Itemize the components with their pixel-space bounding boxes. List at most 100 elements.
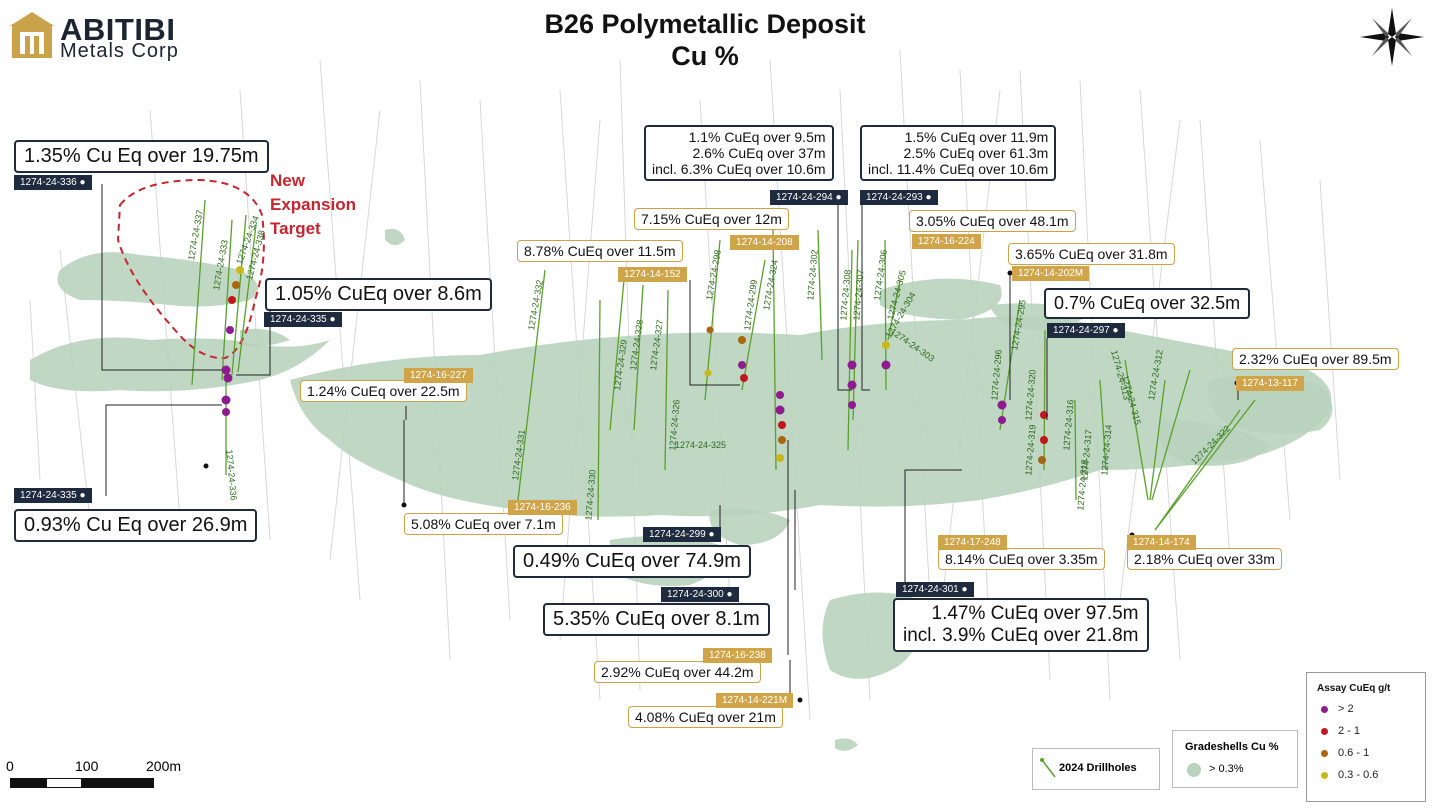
callout-line: 5.08% CuEq over 7.1m	[411, 516, 556, 532]
callout-line: 2.92% CuEq over 44.2m	[601, 664, 754, 680]
gradeshell-swatch	[1187, 763, 1201, 777]
drillhole-tag: 1274-14-174	[1127, 535, 1196, 550]
drillhole-tag: 1274-24-336 ●	[14, 175, 92, 190]
company-logo: ABITIBI Metals Corp	[10, 8, 200, 66]
scale-segment-1	[10, 778, 46, 788]
callout-c208: 7.15% CuEq over 12m	[634, 208, 789, 230]
scale-label-200: 200m	[146, 758, 182, 774]
scale-label-100: 100	[75, 758, 99, 774]
expansion-label-line1: New	[270, 171, 305, 190]
drillhole-tag: 1274-16-236	[508, 500, 577, 515]
drillhole-tag: 1274-24-297 ●	[1047, 323, 1125, 338]
legend-gradeshells: Gradeshells Cu % > 0.3%	[1172, 730, 1298, 788]
scale-bar: 0 100 200m	[0, 756, 200, 796]
callout-line: 0.7% CuEq over 32.5m	[1054, 293, 1241, 313]
legend-assay: Assay CuEq g/t > 2 2 - 1 0.6 - 1 0.3 - 0.6	[1306, 672, 1426, 802]
callout-line: 7.15% CuEq over 12m	[641, 211, 782, 227]
callout-c152: 8.78% CuEq over 11.5m	[517, 240, 683, 262]
callout-line: 2.18% CuEq over 33m	[1134, 551, 1275, 567]
legend-assay-item: 0.3 - 0.6	[1321, 769, 1378, 781]
callout-c301: 1.47% CuEq over 97.5m incl. 3.9% CuEq ove…	[893, 598, 1149, 652]
drillhole-tag: 1274-24-335 ●	[264, 312, 342, 327]
legend-assay-item: 2 - 1	[1321, 725, 1360, 737]
callout-c174: 2.18% CuEq over 33m	[1127, 548, 1282, 570]
callout-line: incl. 6.3% CuEq over 10.6m	[652, 161, 826, 177]
legend-dot-icon	[1321, 705, 1328, 713]
callout-line: 1.1% CuEq over 9.5m	[688, 129, 826, 145]
callout-c248: 8.14% CuEq over 3.35m	[938, 548, 1105, 570]
drillhole-legend-icon	[1040, 758, 1056, 778]
callout-c300: 5.35% CuEq over 8.1m	[543, 603, 770, 636]
callout-c227: 1.24% CuEq over 22.5m	[300, 380, 467, 402]
legend-assay-item: 0.6 - 1	[1321, 747, 1369, 759]
legend-dot-icon	[1321, 771, 1328, 779]
callout-c117: 2.32% CuEq over 89.5m	[1232, 348, 1399, 370]
drillhole-tag: 1274-24-293 ●	[860, 190, 938, 205]
callout-line: 2.32% CuEq over 89.5m	[1239, 351, 1392, 367]
callout-line: 8.14% CuEq over 3.35m	[945, 551, 1098, 567]
drillhole-tag: 1274-16-224	[912, 234, 981, 249]
drillhole-tag: 1274-24-299 ●	[643, 527, 721, 542]
callout-c202: 3.65% CuEq over 31.8m	[1008, 243, 1175, 265]
callout-line: 2.6% CuEq over 37m	[692, 145, 826, 161]
legend-drillholes: 2024 Drillholes	[1032, 748, 1160, 790]
legend-assay-label: 0.6 - 1	[1338, 747, 1370, 759]
title-line-2: Cu %	[671, 41, 739, 71]
logo-subtitle: Metals Corp	[60, 40, 179, 62]
callout-c335a: 1.05% CuEq over 8.6m	[265, 278, 492, 311]
legend-assay-title: Assay CuEq g/t	[1317, 683, 1391, 694]
callout-c221: 4.08% CuEq over 21m	[628, 706, 783, 728]
map-title: B26 Polymetallic Deposit Cu %	[470, 8, 940, 72]
callout-line: 3.65% CuEq over 31.8m	[1015, 246, 1168, 262]
callout-line: 4.08% CuEq over 21m	[635, 709, 776, 725]
scale-segment-2	[46, 778, 82, 788]
drillhole-tag: 1274-24-300 ●	[661, 587, 739, 602]
drillhole-tag: 1274-14-221M	[716, 693, 794, 708]
callout-c294: 1.1% CuEq over 9.5m 2.6% CuEq over 37m inc…	[644, 125, 834, 181]
legend-assay-label: 2 - 1	[1338, 725, 1361, 737]
drillhole-tag: 1274-24-294 ●	[770, 190, 848, 205]
drillhole-tag: 1274-14-152	[618, 267, 687, 282]
legend-gradeshells-label: > 0.3%	[1209, 763, 1244, 775]
drillhole-tag: 1274-14-208	[730, 235, 799, 250]
legend-dot-icon	[1321, 749, 1328, 757]
callout-line: 2.5% CuEq over 61.3m	[903, 145, 1049, 161]
drillhole-tag: 1274-16-227	[404, 368, 473, 383]
callout-line: incl. 11.4% CuEq over 10.6m	[868, 161, 1049, 177]
scale-label-0: 0	[6, 758, 14, 774]
assay-markers	[221, 266, 1048, 464]
callout-line: 0.49% CuEq over 74.9m	[523, 550, 741, 572]
callout-c335b: 0.93% Cu Eq over 26.9m	[14, 509, 258, 542]
callout-c238: 2.92% CuEq over 44.2m	[594, 661, 761, 683]
callout-leader-lines	[101, 184, 1239, 698]
legend-assay-label: 0.3 - 0.6	[1338, 769, 1379, 781]
callout-line: 1.35% Cu Eq over 19.75m	[24, 145, 259, 167]
expansion-target-outline	[116, 178, 265, 360]
drillhole-tag: 1274-17-248	[938, 535, 1007, 550]
callout-c297: 0.7% CuEq over 32.5m	[1044, 288, 1251, 319]
callout-line: 1.5% CuEq over 11.9m	[904, 129, 1049, 145]
callout-c293: 1.5% CuEq over 11.9m 2.5% CuEq over 61.3m…	[860, 125, 1057, 181]
callout-line: 1.47% CuEq over 97.5m	[931, 603, 1139, 624]
legend-gradeshells-title: Gradeshells Cu %	[1185, 741, 1279, 753]
drillhole-tag: 1274-16-238	[703, 648, 772, 663]
scale-segment-3	[82, 778, 154, 788]
legend-drillholes-label: 2024 Drillholes	[1059, 762, 1137, 774]
legend-dot-icon	[1321, 727, 1328, 735]
callout-line: 3.05% CuEq over 48.1m	[916, 213, 1069, 229]
callout-line: 8.78% CuEq over 11.5m	[524, 243, 676, 259]
expansion-label-line3: Target	[270, 219, 321, 238]
callout-line: 1.05% CuEq over 8.6m	[275, 283, 482, 305]
title-line-1: B26 Polymetallic Deposit	[544, 9, 866, 39]
callout-line: incl. 3.9% CuEq over 21.8m	[903, 625, 1139, 646]
north-arrow-icon	[1360, 8, 1424, 66]
callout-line: 1.24% CuEq over 22.5m	[307, 383, 460, 399]
callout-c336: 1.35% Cu Eq over 19.75m	[14, 140, 269, 173]
drillhole-label: 1274-24-325	[675, 440, 727, 450]
drillhole-traces-2024	[191, 199, 1256, 531]
legend-assay-label: > 2	[1338, 703, 1354, 715]
expansion-target-label: New Expansion Target	[270, 169, 356, 241]
drillhole-tag: 1274-24-335 ●	[14, 488, 92, 503]
